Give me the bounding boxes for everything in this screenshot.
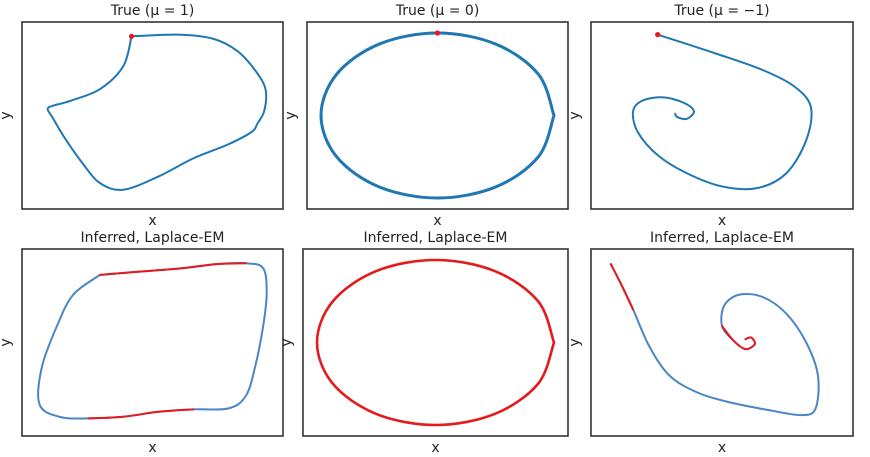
plot-frame: [302, 248, 569, 437]
plot-frame: [590, 21, 854, 210]
y-axis-label: y: [0, 338, 14, 346]
highlighted-segment: [721, 325, 756, 351]
subplot-title: Inferred, Laplace-EM: [81, 230, 225, 246]
subplot-3: True (μ = −1) x y: [567, 3, 854, 229]
highlighted-segment: [315, 258, 556, 427]
trajectory-line: [609, 263, 820, 417]
x-axis-label: x: [718, 213, 726, 229]
start-point-marker: [434, 30, 441, 36]
subplot-title: True (μ = −1): [673, 3, 769, 19]
y-axis-label: y: [567, 111, 583, 119]
subplot-title: Inferred, Laplace-EM: [650, 230, 794, 246]
y-axis-label: y: [0, 111, 14, 119]
plot-frame: [21, 21, 284, 210]
plot-frame: [21, 248, 284, 437]
plot-frame: [306, 21, 569, 210]
subplot-2: True (μ = 0) x y: [283, 3, 569, 229]
highlighted-segment: [99, 262, 247, 276]
highlighted-segment: [609, 263, 635, 311]
subplot-1: True (μ = 1) x y: [0, 3, 284, 229]
start-point-marker: [128, 33, 135, 39]
trajectory-line: [46, 33, 268, 191]
y-axis-label: y: [567, 338, 583, 346]
subplot-title: True (μ = 1): [110, 3, 195, 19]
x-axis-label: x: [433, 213, 441, 229]
x-axis-label: x: [718, 440, 726, 456]
trajectory-line: [319, 31, 556, 200]
subplot-title: True (μ = 0): [395, 3, 480, 19]
trajectory-line: [37, 262, 268, 420]
subplot-4: Inferred, Laplace-EM x y: [0, 230, 284, 456]
start-point-marker: [655, 32, 661, 38]
y-axis-label: y: [283, 111, 299, 119]
plot-frame: [590, 248, 854, 437]
subplot-5: Inferred, Laplace-EM x y: [279, 230, 569, 456]
trajectory-line: [631, 33, 813, 191]
highlighted-segment: [87, 408, 195, 420]
subplot-title: Inferred, Laplace-EM: [364, 230, 508, 246]
x-axis-label: x: [431, 440, 439, 456]
x-axis-label: x: [148, 440, 156, 456]
subplot-6: Inferred, Laplace-EM x y: [567, 230, 854, 456]
x-axis-label: x: [148, 213, 156, 229]
y-axis-label: y: [279, 338, 295, 346]
